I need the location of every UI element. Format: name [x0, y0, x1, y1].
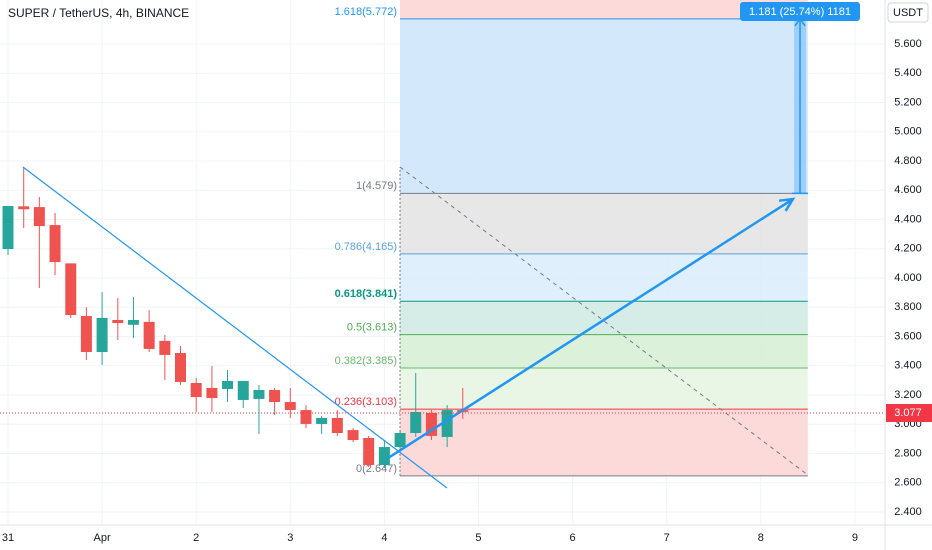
x-tick-label: 8: [758, 532, 764, 544]
candle-body: [316, 417, 328, 424]
candle-body: [237, 380, 249, 400]
candle-body: [222, 380, 234, 389]
y-tick-label: 3.200: [894, 389, 922, 401]
candle-body: [425, 412, 437, 436]
fib-band: [400, 253, 808, 302]
candle-body: [127, 319, 139, 325]
candle-body: [96, 317, 108, 352]
x-tick-label: 5: [475, 532, 481, 544]
candle-body: [159, 340, 171, 355]
fib-band: [400, 334, 808, 368]
candle-body: [65, 263, 77, 315]
arrow-head: [778, 197, 796, 212]
x-tick-label: 6: [570, 532, 576, 544]
y-tick-label: 2.800: [894, 447, 922, 459]
currency: USDT: [893, 7, 923, 19]
y-tick-label: 5.400: [894, 67, 922, 79]
x-tick-label: Apr: [94, 532, 111, 544]
y-tick-label: 4.000: [894, 272, 922, 284]
y-tick-label: 5.200: [894, 96, 922, 108]
fib-label: 0.236(3.103): [335, 396, 397, 408]
candle-body: [363, 437, 375, 466]
candle-body: [269, 390, 281, 403]
candle-body: [174, 353, 186, 382]
x-tick-label: 2: [193, 532, 199, 544]
candle-body: [49, 225, 61, 263]
x-tick-label: 3: [287, 532, 293, 544]
fib-band: [400, 18, 808, 194]
measure-label-box: [740, 2, 860, 21]
fib-label: 0.618(3.841): [335, 288, 398, 300]
chart-title: SUPER / TetherUS, 4h, BINANCE: [8, 6, 189, 20]
candle-body: [394, 433, 406, 448]
fib-label: 1(4.579): [356, 180, 397, 192]
y-tick-label: 4.600: [894, 184, 922, 196]
fib-band: [400, 409, 808, 476]
x-tick-label: 7: [664, 532, 670, 544]
candle-body: [18, 206, 30, 210]
currency-box[interactable]: [887, 2, 929, 23]
y-tick-label: 5.000: [894, 126, 922, 138]
y-tick-label: 4.800: [894, 155, 922, 167]
candle-body: [112, 319, 124, 324]
arrow-line: [387, 197, 794, 460]
fib-band: [400, 0, 808, 19]
candle-body: [347, 430, 359, 441]
candle-body: [80, 316, 92, 352]
candle-body: [206, 387, 218, 399]
fib-band: [400, 367, 808, 410]
y-tick-label: 3.800: [894, 301, 922, 313]
fib-label: 0.5(3.613): [347, 322, 397, 334]
fib-label: 0.382(3.385): [335, 355, 397, 367]
candle-body: [33, 207, 45, 227]
x-tick-label: 31: [2, 532, 14, 544]
y-tick-label: 2.600: [894, 477, 922, 489]
fib-label: 1.618(5.772): [335, 6, 397, 18]
fib-diagonal: [399, 166, 809, 476]
y-tick-label: 5.600: [894, 38, 922, 50]
fib-label: 0(2.647): [356, 463, 397, 475]
candle-body: [2, 206, 14, 250]
y-tick-label: 3.600: [894, 330, 922, 342]
last-price-box: [886, 403, 932, 422]
candle-body: [300, 410, 312, 424]
y-tick-label: 4.400: [894, 213, 922, 225]
trendline: [22, 166, 448, 489]
candle-body: [441, 410, 453, 437]
y-tick-label: 2.400: [894, 506, 922, 518]
candle-body: [253, 390, 265, 399]
fib-label: 0.786(4.165): [335, 241, 397, 253]
candle-body: [190, 383, 202, 398]
y-tick-label: 4.200: [894, 243, 922, 255]
plot: 0(2.647) 0.236(3.103) 0.382(3.385) 0.5(3.61…: [0, 0, 885, 525]
candle-body: [143, 321, 155, 349]
measure-label: 1.181 (25.74%) 1181: [749, 6, 851, 18]
candle-body: [378, 447, 390, 466]
y-tick-label: 3.400: [894, 360, 922, 372]
fib-band: [400, 193, 808, 254]
x-tick-label: 9: [852, 532, 858, 544]
candle-body: [284, 402, 296, 411]
candle-body: [410, 411, 422, 434]
candle-body: [331, 417, 343, 434]
x-tick-label: 4: [381, 532, 387, 544]
last-price-label: 3.077: [894, 407, 922, 419]
fib-band: [400, 301, 808, 335]
